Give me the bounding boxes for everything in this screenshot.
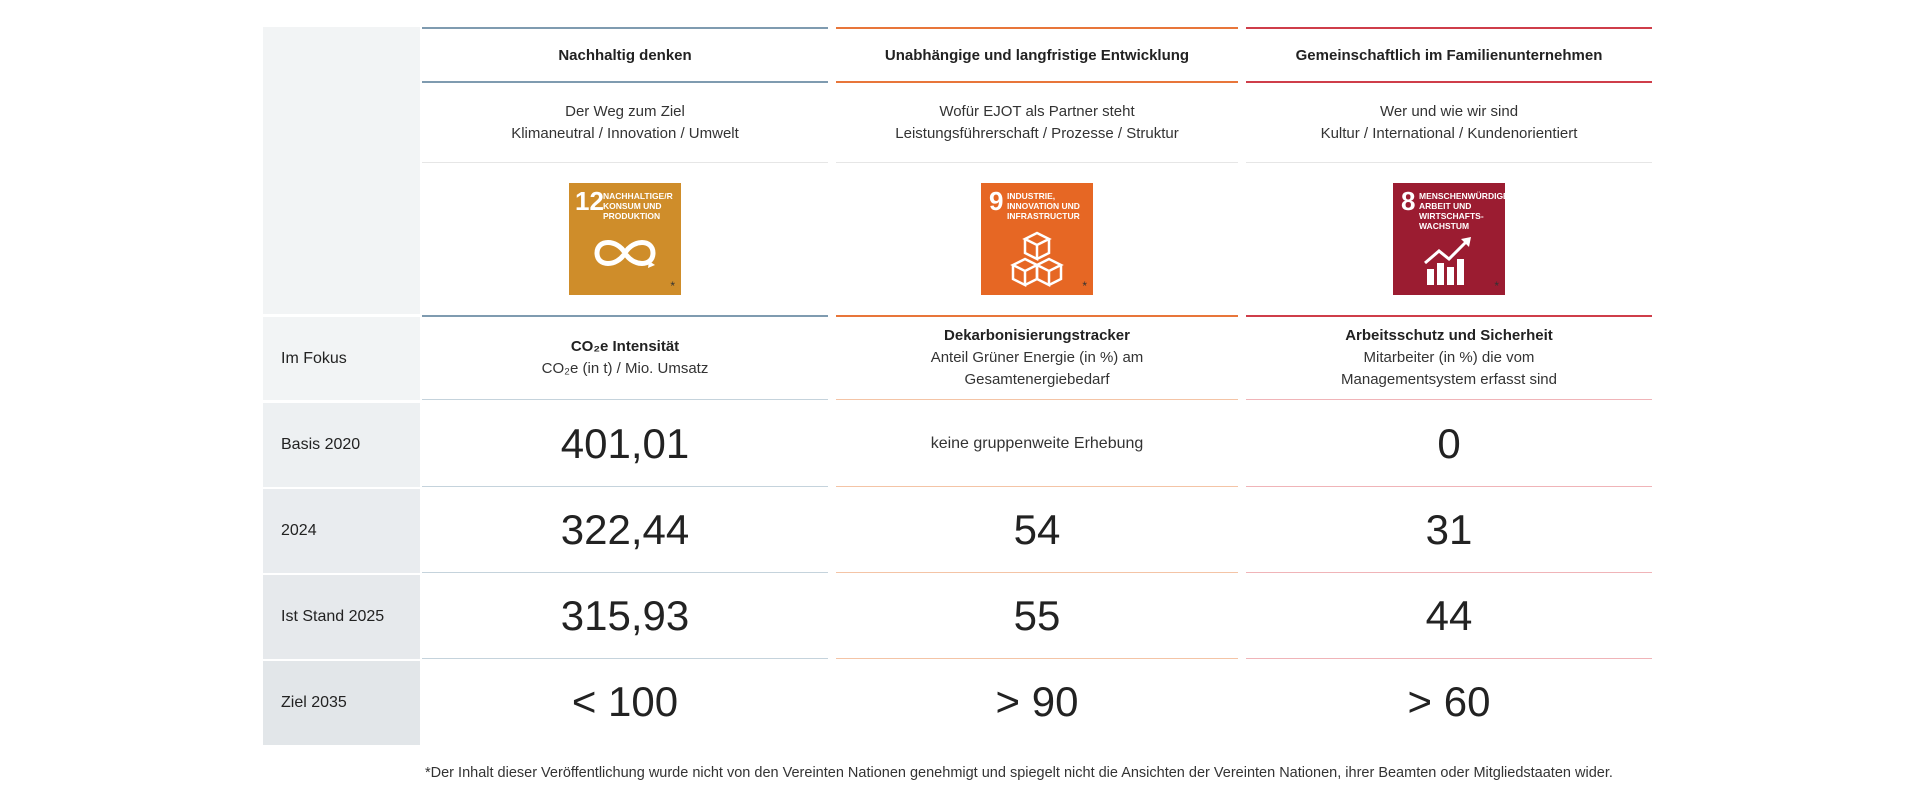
focus-cell: Arbeitsschutz und Sicherheit Mitarbeiter… xyxy=(1246,315,1652,400)
value-text: 55 xyxy=(1013,591,1061,639)
value-text: > 90 xyxy=(995,678,1079,725)
sdg-number: 12 xyxy=(575,185,604,216)
row-label-text: Ziel 2035 xyxy=(281,694,347,711)
focus-subtitle-1: Anteil Grüner Energie (in %) am xyxy=(930,349,1144,366)
subtitle-line-1: Wofür EJOT als Partner steht xyxy=(939,102,1135,120)
column-subtitle: Der Weg zum Ziel Klimaneutral / Innovati… xyxy=(422,83,828,163)
subtitle-line-2: Leistungsführerschaft / Prozesse / Struk… xyxy=(895,124,1179,142)
focus-title: Arbeitsschutz und Sicherheit xyxy=(1345,327,1553,344)
value-text: 54 xyxy=(1013,505,1061,553)
asterisk: * xyxy=(670,278,675,293)
value-text: > 60 xyxy=(1407,678,1491,725)
value-ziel-2035: > 90 xyxy=(836,659,1238,745)
value-ziel-2035: > 60 xyxy=(1246,659,1652,745)
row-label-basis-2020: Basis 2020 xyxy=(263,403,420,487)
column-header: Unabhängige und langfristige Entwicklung xyxy=(836,27,1238,83)
value-2024: 54 xyxy=(836,487,1238,573)
value-text: 401,01 xyxy=(560,419,690,467)
value-ziel-2035: < 100 xyxy=(422,659,828,745)
column-header: Gemeinschaftlich im Familienunternehmen xyxy=(1246,27,1652,83)
sdg-tile-cell: 8 MENSCHENWÜRDIGE ARBEIT UND WIRTSCHAFTS… xyxy=(1246,163,1652,314)
row-label-ziel-2035: Ziel 2035 xyxy=(263,661,420,745)
value-basis-2020: 0 xyxy=(1246,401,1652,487)
row-label-ist-stand-2025: Ist Stand 2025 xyxy=(263,575,420,659)
subtitle-line-2: Klimaneutral / Innovation / Umwelt xyxy=(511,124,739,142)
row-label-text: 2024 xyxy=(281,522,317,539)
sdg-8-tile: 8 MENSCHENWÜRDIGE ARBEIT UND WIRTSCHAFTS… xyxy=(1393,182,1509,295)
column-subtitle: Wer und wie wir sind Kultur / Internatio… xyxy=(1246,83,1652,163)
focus-subtitle-2: Managementsystem erfasst sind xyxy=(1341,371,1557,388)
subtitle-line-2: Kultur / International / Kundenorientier… xyxy=(1320,124,1578,142)
value-text: < 100 xyxy=(571,678,679,725)
sdg-9-tile: 9 INDUSTRIE, INNOVATION UND INFRASTRUCTU… xyxy=(981,182,1093,295)
focus-cell: Dekarbonisierungstracker Anteil Grüner E… xyxy=(836,315,1238,400)
row-label-header-spacer xyxy=(263,27,420,314)
sdg-number: 9 xyxy=(989,185,1004,216)
sdg-tile-cell: 9 INDUSTRIE, INNOVATION UND INFRASTRUCTU… xyxy=(836,163,1238,314)
focus-title: CO₂e Intensität xyxy=(570,338,680,355)
infinity-icon xyxy=(594,239,656,268)
value-ist-stand-2025: 55 xyxy=(836,573,1238,659)
sdg-label: INDUSTRIE, INNOVATION UND INFRASTRUCTUR xyxy=(1007,190,1080,221)
cubes-icon xyxy=(1010,231,1064,287)
value-text: 0 xyxy=(1437,419,1461,467)
column-header: Nachhaltig denken xyxy=(422,27,828,83)
value-text: 31 xyxy=(1425,505,1473,553)
subtitle-line-1: Der Weg zum Ziel xyxy=(565,102,685,120)
asterisk: * xyxy=(1494,278,1499,293)
row-label-text: Ist Stand 2025 xyxy=(281,608,385,625)
row-label-text: Basis 2020 xyxy=(281,436,361,453)
value-basis-2020: keine gruppenweite Erhebung xyxy=(836,401,1238,487)
sdg-label: NACHHALTIGE/R KONSUM UND PRODUKTION xyxy=(603,190,673,221)
sdg-number: 8 xyxy=(1401,185,1416,216)
value-ist-stand-2025: 315,93 xyxy=(422,573,828,659)
focus-subtitle-1: Mitarbeiter (in %) die vom xyxy=(1363,349,1535,366)
sdg-tile-cell: 12 NACHHALTIGE/R KONSUM UND PRODUKTION * xyxy=(422,163,828,314)
column-header-text: Gemeinschaftlich im Familienunternehmen xyxy=(1295,46,1603,64)
value-text: 322,44 xyxy=(560,505,690,553)
footnote: *Der Inhalt dieser Veröffentlichung wurd… xyxy=(425,765,1613,781)
growth-chart-icon xyxy=(1424,236,1471,285)
focus-cell: CO₂e Intensität CO₂e (in t) / Mio. Umsat… xyxy=(422,315,828,400)
focus-subtitle-1: CO₂e (in t) / Mio. Umsatz xyxy=(541,360,709,377)
value-2024: 322,44 xyxy=(422,487,828,573)
value-text: keine gruppenweite Erhebung xyxy=(930,434,1144,452)
value-text: 44 xyxy=(1425,591,1473,639)
subtitle-line-1: Wer und wie wir sind xyxy=(1379,102,1519,120)
focus-title: Dekarbonisierungstracker xyxy=(944,327,1130,344)
value-basis-2020: 401,01 xyxy=(422,401,828,487)
asterisk: * xyxy=(1082,278,1087,293)
sdg-label: MENSCHENWÜRDIGE ARBEIT UND WIRTSCHAFTS-W… xyxy=(1419,190,1509,231)
sdg-12-tile: 12 NACHHALTIGE/R KONSUM UND PRODUKTION * xyxy=(569,182,681,295)
row-label-2024: 2024 xyxy=(263,489,420,573)
row-label-im-fokus: Im Fokus xyxy=(263,317,420,400)
column-subtitle: Wofür EJOT als Partner steht Leistungsfü… xyxy=(836,83,1238,163)
value-ist-stand-2025: 44 xyxy=(1246,573,1652,659)
column-header-text: Nachhaltig denken xyxy=(558,46,692,64)
column-header-text: Unabhängige und langfristige Entwicklung xyxy=(884,46,1190,64)
row-label-text: Im Fokus xyxy=(281,349,347,367)
value-2024: 31 xyxy=(1246,487,1652,573)
value-text: 315,93 xyxy=(560,591,690,639)
focus-subtitle-2: Gesamtenergiebedarf xyxy=(964,371,1110,388)
